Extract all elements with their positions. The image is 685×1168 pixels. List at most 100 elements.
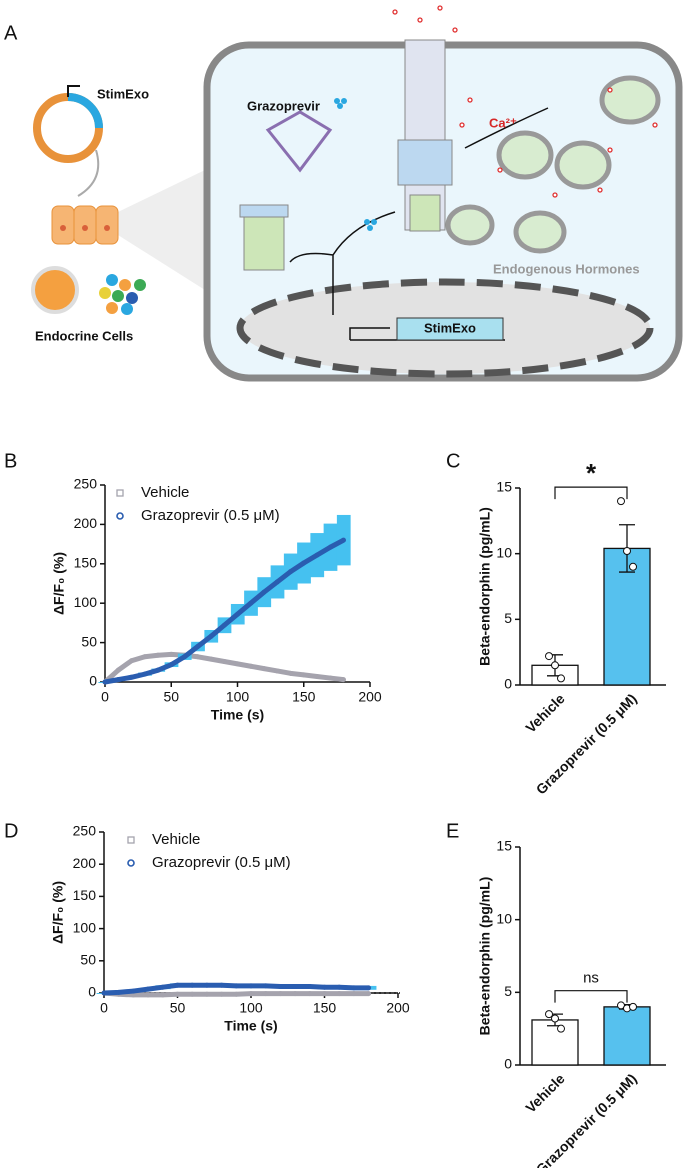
- arrow: [77, 149, 100, 197]
- point: [145, 986, 151, 992]
- y-tick-label: 250: [74, 476, 98, 492]
- point: [168, 662, 174, 668]
- x-tick-label: 150: [313, 1000, 337, 1016]
- y-tick-label: 100: [74, 594, 98, 610]
- point: [307, 991, 313, 997]
- point: [263, 983, 269, 989]
- point: [130, 988, 136, 994]
- legend-label: Vehicle: [141, 484, 189, 501]
- significance-label: ns: [583, 970, 599, 987]
- plasmid-insert: [67, 93, 103, 129]
- gene-box: [396, 317, 504, 341]
- point: [341, 537, 346, 543]
- point: [307, 984, 313, 990]
- x-tick-label: 150: [292, 689, 316, 705]
- plasmid-label: StimExo: [97, 86, 149, 101]
- point: [204, 982, 210, 988]
- panel-label: D: [4, 820, 18, 842]
- point: [182, 654, 187, 660]
- panel-label: B: [4, 450, 17, 472]
- point: [248, 663, 254, 669]
- point: [301, 672, 307, 678]
- point: [115, 667, 121, 673]
- point: [263, 991, 269, 997]
- cells-label: Endocrine Cells: [35, 328, 133, 343]
- point: [288, 670, 293, 676]
- zoom-cone: [118, 170, 205, 290]
- y-tick-label: 15: [496, 838, 512, 854]
- point: [336, 991, 342, 997]
- point: [101, 990, 107, 996]
- drug-molecules: [334, 98, 377, 231]
- y-axis-label: Beta-endorphin (pg/mL): [477, 877, 493, 1036]
- point: [155, 652, 161, 658]
- y-tick-label: 0: [504, 676, 512, 692]
- point: [233, 991, 239, 997]
- point: [277, 991, 283, 997]
- x-axis-label: Time (s): [211, 707, 264, 723]
- point: [116, 989, 122, 995]
- channel: [239, 39, 453, 271]
- bar: [603, 1006, 651, 1066]
- y-tick-label: 100: [73, 919, 97, 935]
- x-tick-label: 100: [239, 1000, 263, 1016]
- point: [221, 622, 227, 628]
- y-tick-label: 200: [73, 855, 97, 871]
- data-point: [545, 652, 553, 661]
- significance-bracket: [554, 486, 628, 500]
- ions: [392, 5, 658, 198]
- point: [208, 656, 214, 662]
- y-tick-label: 0: [89, 673, 97, 689]
- hormones-label: Endogenous Hormones: [493, 261, 640, 276]
- y-tick-label: 5: [504, 610, 512, 626]
- data-point: [545, 1010, 553, 1019]
- point: [168, 651, 174, 657]
- y-axis-label: Beta-endorphin (pg/mL): [477, 507, 493, 666]
- point: [155, 667, 161, 673]
- legend-marker: [127, 859, 135, 867]
- data-point: [617, 497, 625, 506]
- expression-arrow: [289, 211, 396, 315]
- legend-marker: [116, 489, 124, 497]
- point: [142, 671, 148, 677]
- ion-label: Ca²⁺: [489, 115, 517, 130]
- x-tick-label: 200: [358, 689, 382, 705]
- panel-label: E: [446, 820, 459, 842]
- legend-marker: [116, 512, 124, 520]
- diagram: A StimExo Endocrine Cells StimExo: [4, 5, 683, 382]
- y-tick-label: 10: [496, 544, 512, 560]
- point: [219, 991, 225, 997]
- point: [274, 579, 280, 585]
- cell-sphere: [31, 266, 79, 314]
- drug-label: Grazoprevir: [247, 98, 320, 113]
- point: [160, 992, 166, 998]
- cell-cluster: [99, 274, 146, 315]
- point: [189, 991, 195, 997]
- x-tick-label: Vehicle: [522, 690, 568, 736]
- x-tick-label: 50: [163, 689, 179, 705]
- point: [292, 984, 298, 990]
- point: [129, 658, 134, 664]
- data-point: [623, 547, 631, 556]
- point: [102, 679, 108, 685]
- legend-label: Vehicle: [152, 831, 200, 848]
- promoter-arrow: [67, 85, 80, 97]
- point: [233, 983, 239, 989]
- point: [301, 560, 307, 566]
- point: [274, 668, 280, 674]
- promoter: [349, 327, 390, 340]
- panel-label: A: [4, 22, 18, 44]
- point: [351, 985, 357, 991]
- point: [277, 984, 283, 990]
- series-line: [103, 651, 344, 684]
- vesicles: [445, 75, 661, 254]
- point: [235, 611, 240, 617]
- release-arrow: [464, 107, 549, 149]
- point: [248, 991, 254, 997]
- panel-label: C: [446, 450, 460, 472]
- significance-label: *: [586, 458, 597, 488]
- point: [327, 544, 333, 550]
- point: [115, 677, 121, 683]
- point: [145, 992, 151, 998]
